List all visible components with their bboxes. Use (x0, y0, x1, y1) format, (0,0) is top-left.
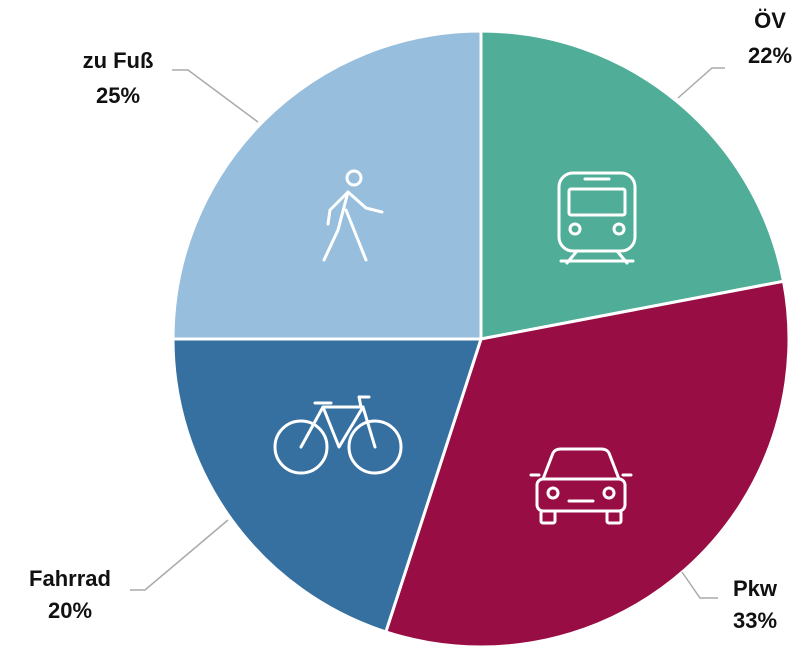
category-label: Pkw (733, 576, 778, 601)
value-label: 33% (733, 608, 777, 633)
train-icon (557, 171, 637, 265)
category-label: ÖV (754, 8, 786, 33)
category-label: zu Fuß (83, 48, 154, 73)
value-label: 22% (748, 43, 792, 68)
pie-slice (171, 337, 484, 634)
leader-line (681, 571, 718, 599)
value-label: 25% (96, 83, 140, 108)
value-label: 20% (48, 598, 92, 623)
pie-slice (383, 279, 791, 649)
bicycle-icon (273, 395, 403, 475)
slices (171, 29, 791, 649)
leader-line (677, 67, 725, 99)
labels: ÖV 22% Pkw 33% Fahrrad 20% zu Fuß 25% (29, 8, 792, 633)
car-icon (529, 447, 633, 525)
pie-slice (479, 29, 786, 341)
icons (273, 169, 637, 525)
walker-icon (322, 169, 384, 262)
pie-slice (171, 29, 483, 341)
leader-line (172, 69, 259, 123)
category-label: Fahrrad (29, 566, 111, 591)
leader-line (130, 519, 229, 591)
